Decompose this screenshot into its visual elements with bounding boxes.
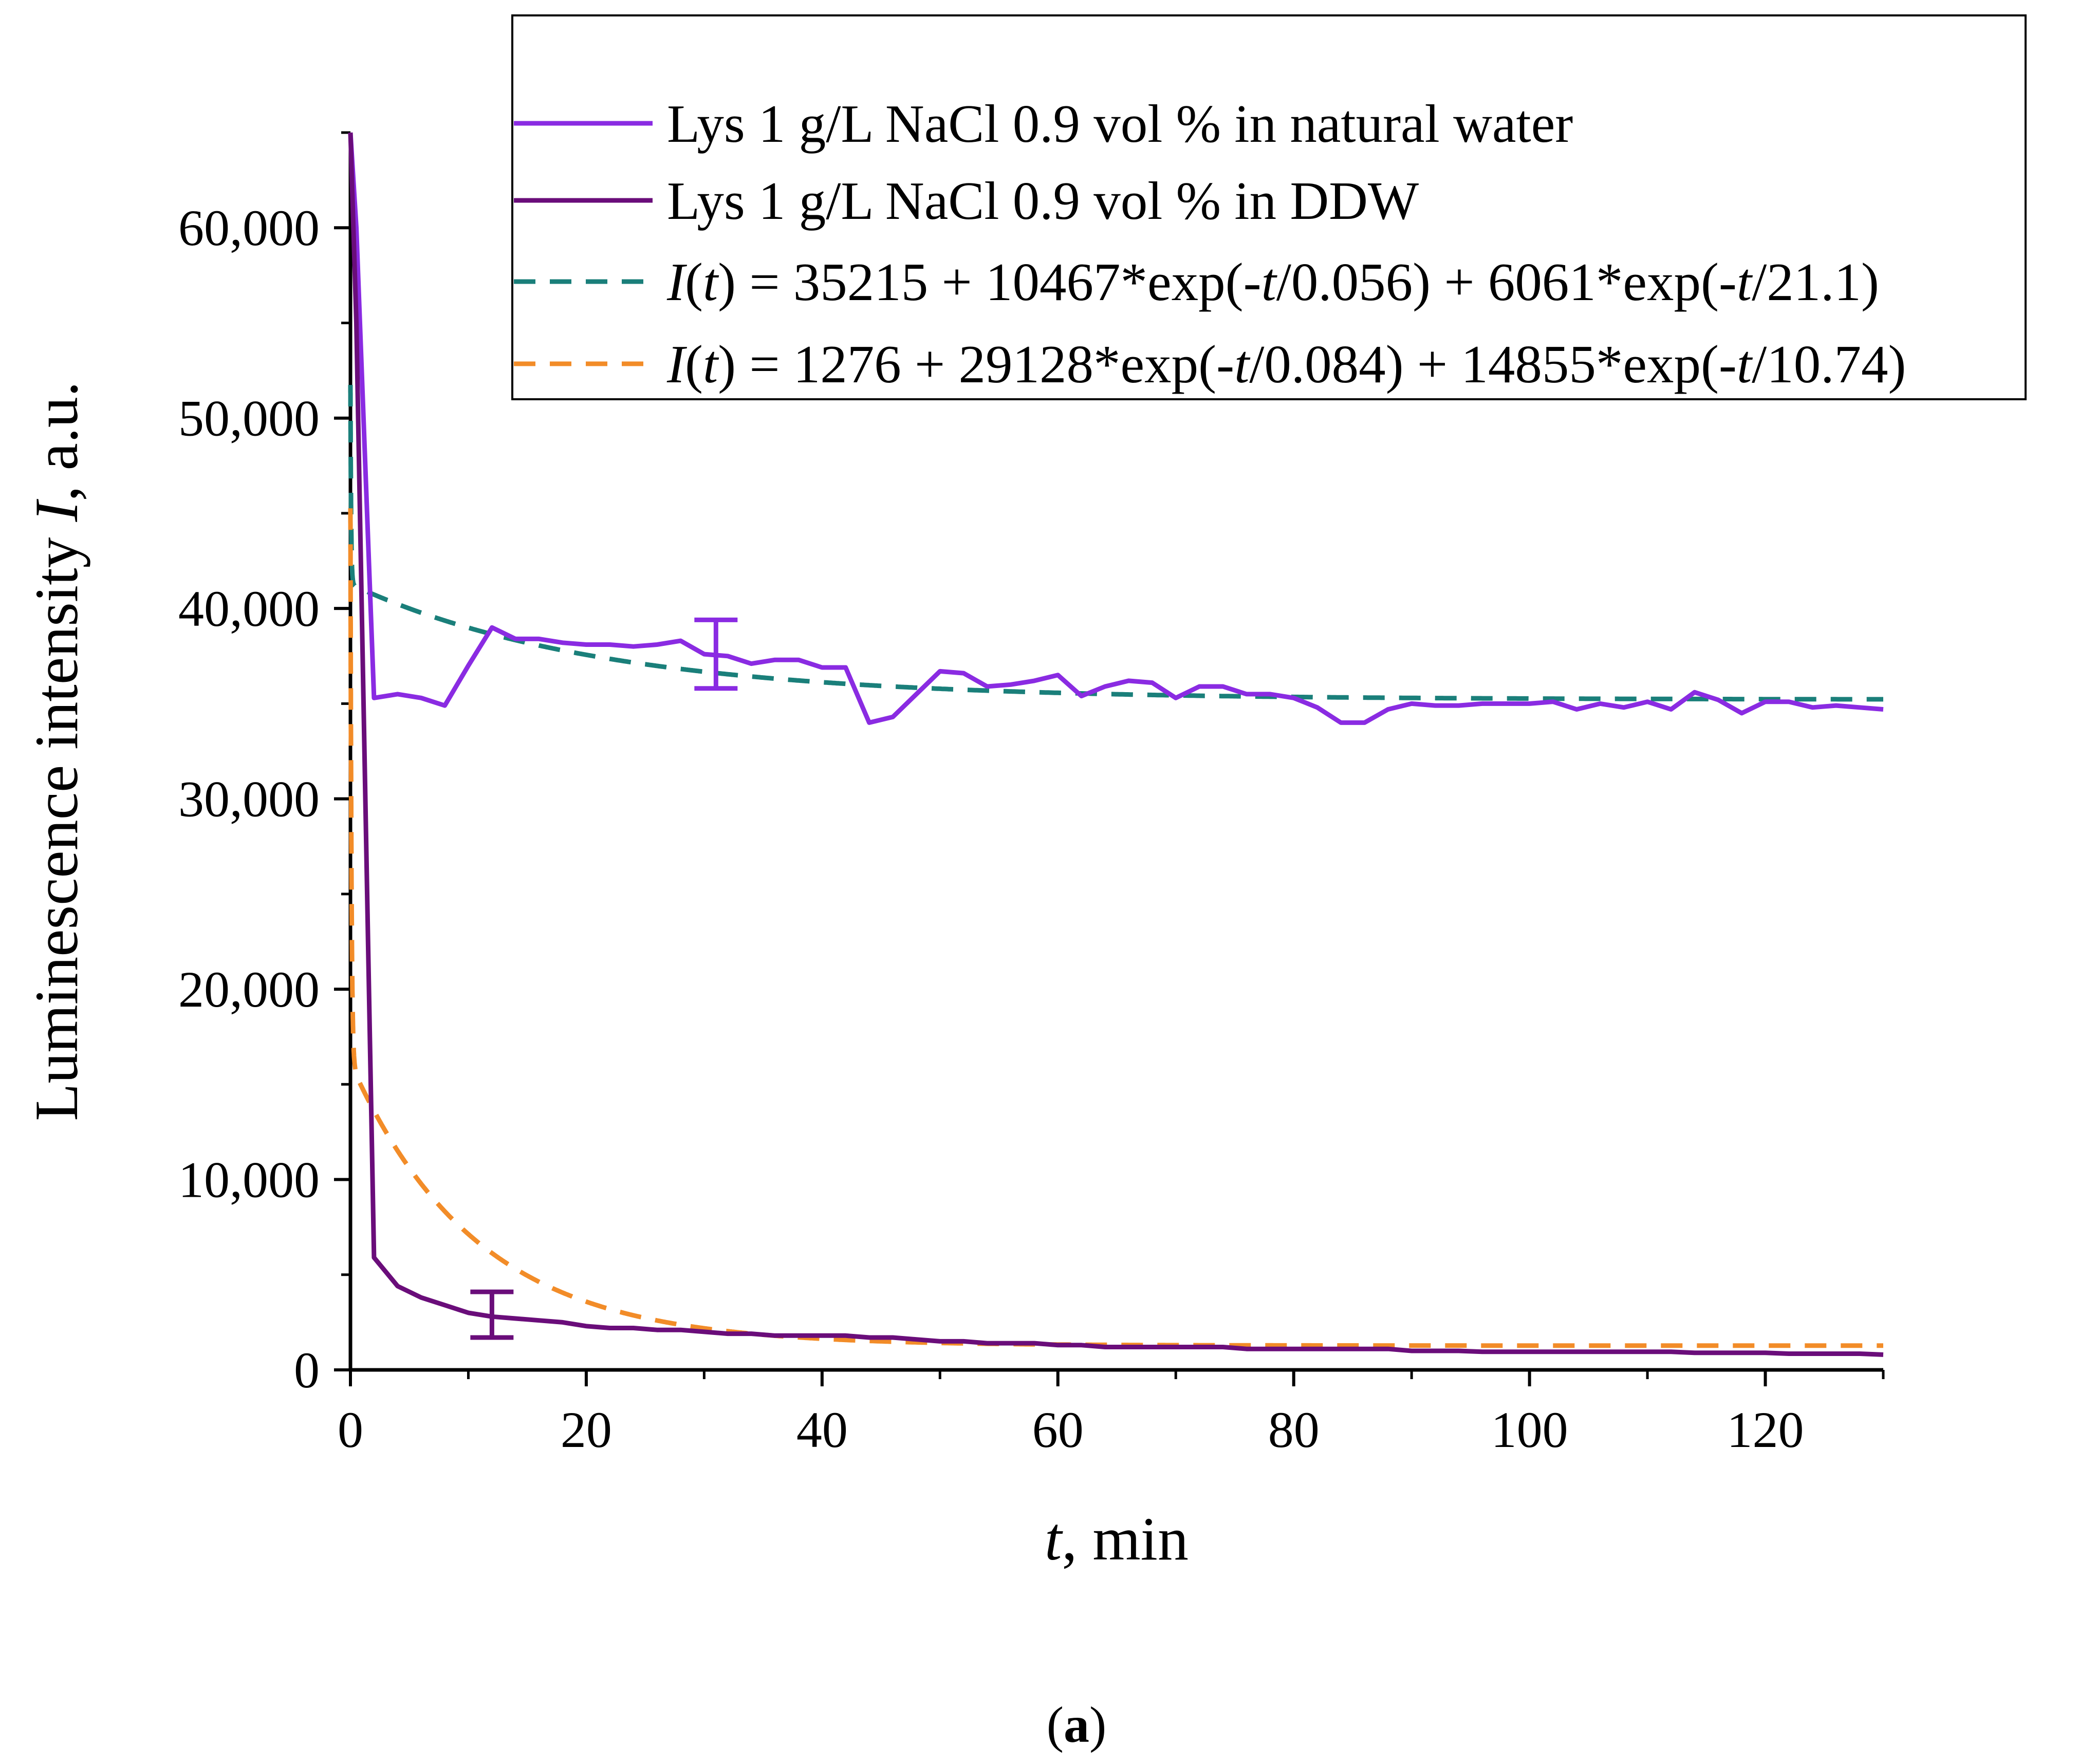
data-lines [348, 132, 1884, 1357]
figure-caption: (a) [1047, 1696, 1107, 1753]
fit-ddw-part2: /0.084) + 14855*exp(- [1249, 334, 1737, 394]
y-axis-title-unit: , a.u. [22, 381, 90, 501]
y-tick-label: 10,000 [178, 1152, 320, 1209]
legend-label-fit-ddw: I(t) = 1276 + 29128*exp(-t/0.084) + 1485… [666, 334, 1906, 394]
legend-box [511, 14, 2027, 400]
caption-open: ( [1047, 1696, 1064, 1753]
fit-ddw-open: ( [685, 334, 703, 394]
y-axis-title-variable: I [22, 498, 90, 522]
y-tick-label: 50,000 [178, 390, 320, 447]
fit-natural-water-var-t: t [703, 252, 719, 312]
fit-curve-ddw [348, 508, 1883, 1348]
x-tick-label: 0 [338, 1401, 363, 1458]
series-line-ddw [348, 132, 1884, 1357]
ticks [334, 131, 1885, 1386]
y-tick-label: 20,000 [178, 961, 320, 1018]
fit-natural-water-open: ( [685, 252, 703, 312]
x-axis-title-variable: t [1045, 1505, 1063, 1573]
error-bar-natural-water [694, 617, 738, 691]
x-tick-label: 80 [1268, 1401, 1320, 1458]
fit-ddw-part1: ) = 1276 + 29128*exp(- [718, 334, 1234, 394]
fit-natural-water-var-i: I [666, 252, 688, 312]
y-tick-label: 0 [294, 1342, 320, 1399]
caption-letter: a [1064, 1696, 1089, 1753]
y-tick-label: 60,000 [178, 199, 320, 256]
fit-ddw-part3: /10.74) [1752, 334, 1906, 394]
fit-natural-water-part1: ) = 35215 + 10467*exp(- [718, 252, 1261, 312]
x-tick-label: 20 [561, 1401, 612, 1458]
x-tick-label: 120 [1727, 1401, 1804, 1458]
x-tick-label: 100 [1491, 1401, 1568, 1458]
legend-label-ddw: Lys 1 g/L NaCl 0.9 vol % in DDW [667, 171, 1419, 231]
caption-close: ) [1089, 1696, 1106, 1753]
axes [348, 133, 1883, 1372]
x-axis-title: t, min [1045, 1505, 1189, 1573]
tick-labels: 0 20 40 60 80 100 120 0 10,000 20,000 30,000 40,000… [178, 199, 1804, 1458]
y-tick-label: 40,000 [178, 580, 320, 637]
fit-ddw-var-t2: t [1234, 334, 1251, 394]
fit-ddw-var-i: I [666, 334, 688, 394]
y-axis-title: Luminescence intensity I, a.u. [22, 381, 90, 1121]
fit-natural-water-var-t2: t [1261, 252, 1278, 312]
series-line-natural-water [348, 132, 1884, 725]
fit-natural-water-part2: /0.056) + 6061*exp(- [1276, 252, 1737, 312]
y-axis-title-prefix: Luminescence intensity [22, 522, 90, 1121]
x-axis-title-unit: , min [1062, 1505, 1189, 1573]
fit-natural-water-var-t3: t [1737, 252, 1753, 312]
x-tick-label: 60 [1032, 1401, 1084, 1458]
y-tick-label: 30,000 [178, 771, 320, 828]
fit-lines [348, 385, 1883, 1348]
error-bar-ddw [470, 1289, 514, 1340]
legend: Lys 1 g/L NaCl 0.9 vol % in natural wate… [511, 14, 2027, 400]
legend-label-natural-water: Lys 1 g/L NaCl 0.9 vol % in natural wate… [667, 94, 1573, 154]
fit-curve-natural-water [348, 385, 1883, 702]
fit-ddw-var-t3: t [1737, 334, 1753, 394]
error-bars [470, 617, 738, 1340]
x-tick-label: 40 [796, 1401, 848, 1458]
legend-label-fit-natural-water: I(t) = 35215 + 10467*exp(-t/0.056) + 606… [666, 252, 1879, 312]
fit-ddw-var-t: t [703, 334, 719, 394]
fit-natural-water-part3: /21.1) [1752, 252, 1879, 312]
